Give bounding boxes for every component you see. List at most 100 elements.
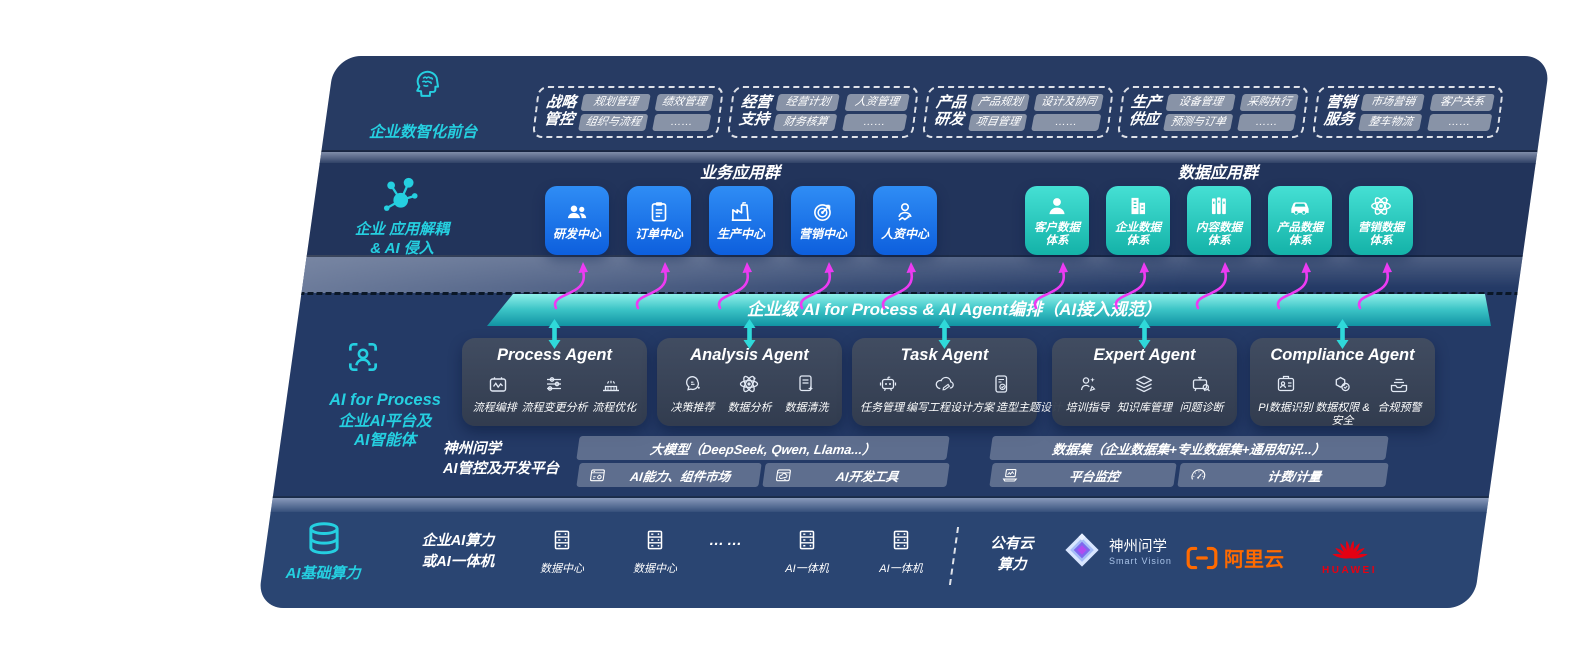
design-check-icon (989, 372, 1013, 396)
front-group: 经营 支持 经营计划 人资管理 财务核算…… (726, 86, 920, 138)
app-box-label-line: 体系 (1369, 235, 1393, 247)
agent-item-label: 编写工程设计方案 (906, 402, 994, 415)
agent-item-label-line: PI数据识别 (1258, 402, 1313, 414)
car-icon (1287, 193, 1313, 219)
shield-link-icon (1330, 372, 1354, 396)
ai-layer-subtitle: 企业AI平台及 AI智能体 (300, 412, 470, 451)
molecule-icon (378, 172, 420, 218)
app-box-label: 产品数据 体系 (1277, 222, 1323, 248)
agent-item-label: 流程优化 (590, 402, 640, 415)
meter-icon (1188, 466, 1210, 485)
compute-node: 数据中心 (530, 525, 594, 576)
smartvision-name: 神州问学 (1109, 538, 1167, 555)
platform-cell-label: 计费/计量 (1266, 469, 1323, 484)
module-chip: 采购执行 (1239, 93, 1299, 111)
front-group-title: 营销 服务 (1323, 94, 1357, 129)
module-chip: 项目管理 (968, 113, 1028, 131)
agent-item-label-line: 数据清洗 (784, 402, 829, 414)
front-group-title: 战略 管控 (543, 94, 577, 129)
front-group-title-line: 支持 (738, 111, 771, 128)
decouple-layer-label-line1: 企业 应用解耦 (354, 221, 450, 238)
front-group-chips: 经营计划 人资管理 财务核算…… (773, 93, 909, 131)
building-icon (1125, 193, 1151, 219)
doc-clean-icon (794, 372, 818, 396)
agent-item-label-line: 合规预警 (1377, 402, 1422, 414)
app-box-label-line: 订单中心 (634, 227, 683, 242)
front-group-title: 生产 供应 (1128, 94, 1162, 129)
front-group-chips: 市场营销 客户关系 整车物流…… (1358, 93, 1494, 131)
ellipsis-nodes: …… (709, 532, 745, 549)
agent-item-label-line: 数据权限 & (1315, 402, 1370, 414)
agent-icons-row (1060, 371, 1229, 397)
app-box-label-line: 体系 (1288, 235, 1312, 247)
data-app-box: 内容数据 体系 (1187, 186, 1251, 255)
agent-item-label: 数据权限 & 安全 (1315, 402, 1370, 427)
business-app-box: 研发中心 (545, 186, 609, 255)
platform-cell: 计费/计量 (1177, 463, 1389, 487)
agent-item-label: 合规预警 (1372, 402, 1427, 427)
ai-integration-banner: 企业级 AI for Process & AI Agent编排（AI接入规范） (487, 294, 1491, 326)
agent-item-label-line: 培训指导 (1065, 402, 1110, 414)
agent-item-label: 问题诊断 (1174, 402, 1229, 415)
agent-item-label-line: 知识库管理 (1117, 402, 1172, 414)
module-chip: 整车物流 (1358, 113, 1423, 131)
business-app-box: 生产中心 (709, 186, 773, 255)
front-group-chips: 规划管理 绩效管理 组织与流程…… (578, 93, 714, 131)
agent-item-label-line: 造型主题设计 (996, 402, 1062, 414)
front-group-title-line: 研发 (933, 111, 966, 128)
module-chip: 设计及协同 (1033, 93, 1104, 111)
front-group-title: 产品 研发 (933, 94, 967, 129)
model-bar: 大模型（DeepSeek, Qwen, Llama...） (576, 436, 950, 460)
app-box-label-line: 体系 (1126, 235, 1150, 247)
server-icon (642, 525, 668, 555)
platform-cell-label: AI开发工具 (835, 469, 900, 484)
front-group-title: 经营 支持 (738, 94, 772, 129)
server-icon (549, 525, 575, 555)
ai-layer-subtitle-line2: AI智能体 (353, 432, 416, 450)
training-icon (1076, 372, 1100, 396)
agent-labels-row: 决策推荐 数据分析 数据清洗 (665, 402, 834, 415)
front-group-title-line: 供应 (1128, 111, 1161, 128)
flow-box-icon (486, 372, 510, 396)
app-box-label: 订单中心 (634, 227, 683, 242)
enterprise-compute-label: 企业AI算力 或AI一体机 (398, 531, 518, 573)
huawei-logo-block: HUAWEI (1322, 531, 1377, 576)
app-box-label: 客户数据 体系 (1034, 222, 1080, 248)
platform-cell: 平台监控 (989, 463, 1177, 487)
platform-name-line1: 神州问学 (443, 441, 501, 457)
books-icon (1206, 193, 1232, 219)
agent-labels-row: 培训指导 知识库管理 问题诊断 (1060, 402, 1229, 415)
ai-layer-title: AI for Process (329, 391, 441, 409)
agent-icons-row (860, 371, 1029, 397)
agent-item-label-line: 决策推荐 (670, 402, 715, 414)
app-box-label: 营销数据 体系 (1358, 222, 1404, 248)
cloud-write-icon (932, 372, 956, 396)
agent-labels-row: 任务管理 编写工程设计方案 造型主题设计 (860, 402, 1062, 415)
platform-cell-label: 平台监控 (1068, 469, 1121, 484)
alicloud-logo-block: 阿里云 (1185, 543, 1284, 572)
agent-item-label: 任务管理 (860, 402, 904, 415)
agent-item-label: PI数据识别 (1258, 402, 1313, 427)
decision-head-icon (681, 372, 705, 396)
app-box-label-line: 生产中心 (716, 227, 765, 242)
face-scan-icon (342, 338, 384, 376)
target-icon (810, 199, 836, 225)
enterprise-compute-line1: 企业AI算力 (421, 533, 495, 549)
flow-optimize-icon (599, 372, 623, 396)
monitor-icon (1000, 466, 1022, 485)
agent-card: Process Agent 流程编排 流程变更分析 流程优化 (462, 338, 647, 426)
compute-node: 数据中心 (623, 525, 687, 576)
database-icon (303, 518, 345, 562)
atom-icon (737, 372, 761, 396)
agent-item-label: 数据分析 (722, 402, 777, 415)
agent-item-label: 决策推荐 (665, 402, 720, 415)
id-card-icon (1274, 372, 1298, 396)
front-group: 战略 管控 规划管理 绩效管理 组织与流程…… (531, 86, 725, 138)
agent-item-label: 造型主题设计 (996, 402, 1062, 415)
platform-cell: AI开发工具 (762, 463, 950, 487)
front-group: 生产 供应 设备管理 采购执行 预测与订单…… (1116, 86, 1310, 138)
front-layer-label: 企业数智化前台 (368, 124, 478, 141)
data-app-box: 客户数据 体系 (1025, 186, 1089, 255)
module-chip: 财务核算 (773, 113, 838, 131)
agent-title: Process Agent (497, 346, 612, 364)
